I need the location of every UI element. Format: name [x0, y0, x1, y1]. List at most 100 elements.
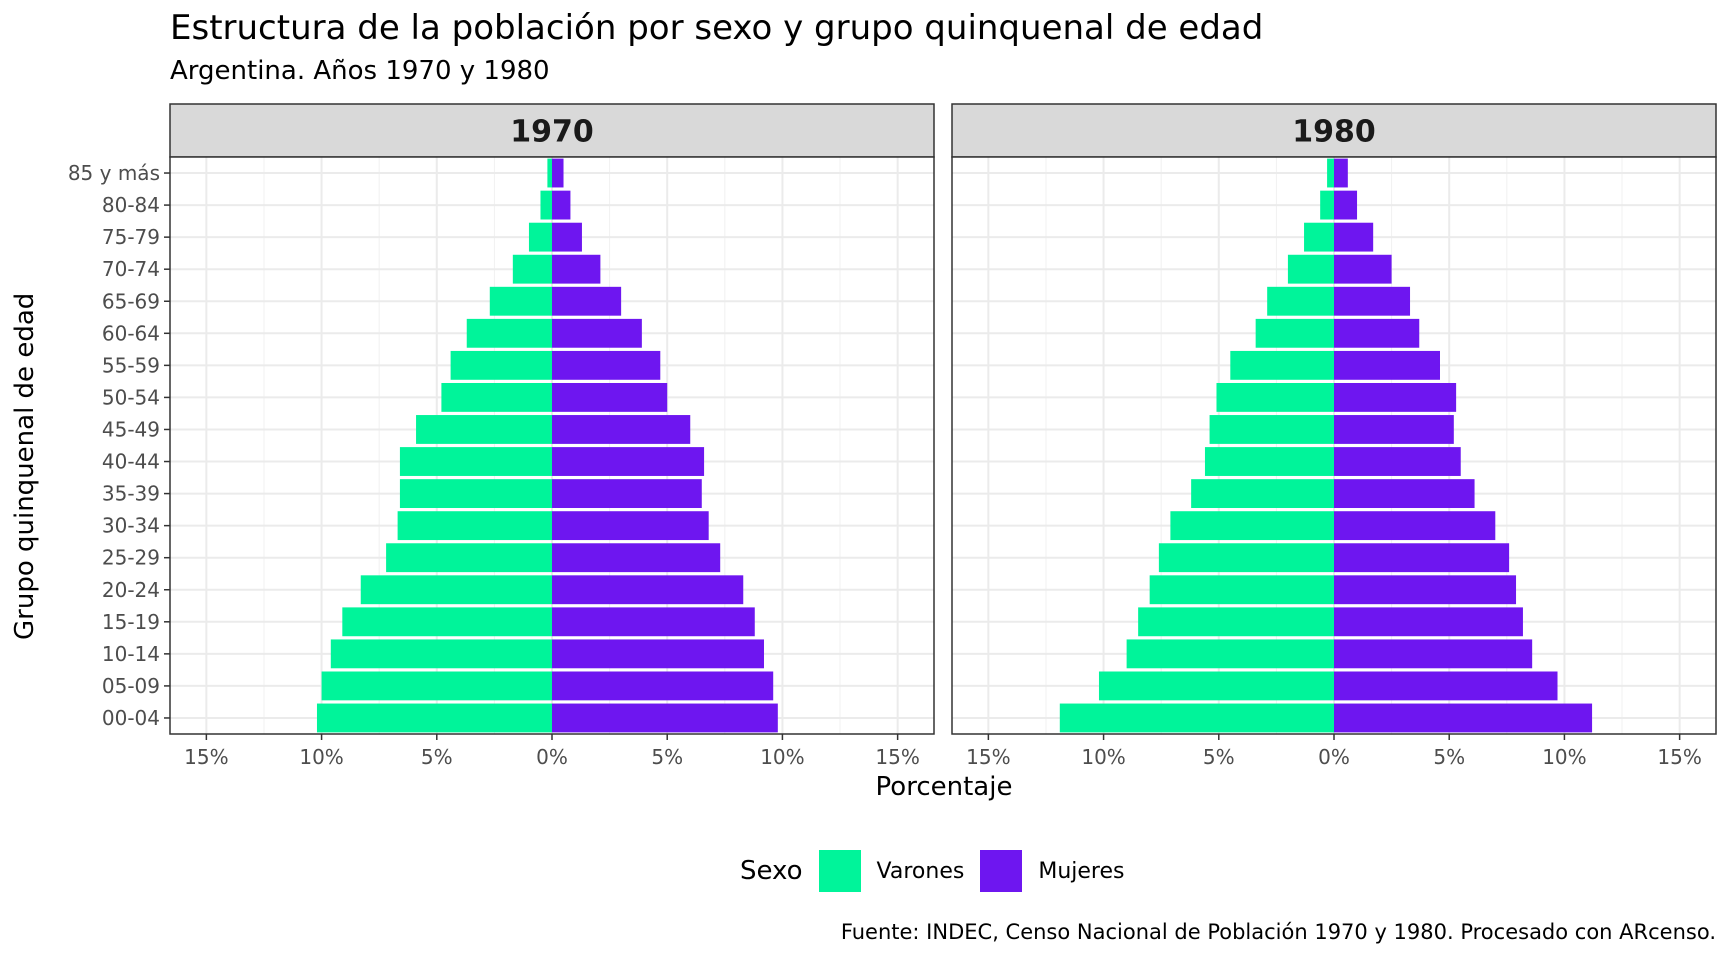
y-tick-label: 75-79: [102, 225, 160, 249]
bar-mujeres-1980-10-14: [1334, 639, 1533, 669]
bar-varones-1980-65-69: [1267, 286, 1334, 316]
x-tick-label: 0%: [536, 745, 568, 769]
bar-mujeres-1970-50-54: [552, 382, 668, 412]
bar-mujeres-1980-50-54: [1334, 382, 1457, 412]
x-tick-label: 15%: [875, 745, 919, 769]
bar-varones-1980-00-04: [1059, 703, 1334, 733]
y-tick-label: 80-84: [102, 193, 160, 217]
bar-mujeres-1970-75-79: [552, 222, 582, 252]
x-tick-label: 0%: [1318, 745, 1350, 769]
bar-varones-1970-10-14: [330, 639, 552, 669]
facet-strip-label-1980: 1980: [1292, 115, 1376, 150]
bar-varones-1970-70-74: [512, 254, 552, 284]
bar-mujeres-1980-25-29: [1334, 543, 1510, 573]
bar-varones-1980-15-19: [1138, 607, 1334, 637]
y-tick-label: 25-29: [102, 546, 160, 570]
bar-mujeres-1970-45-49: [552, 415, 691, 444]
bar-varones-1980-60-64: [1255, 318, 1334, 348]
legend-title: Sexo: [740, 856, 803, 886]
bar-mujeres-1970-25-29: [552, 543, 721, 573]
bar-varones-1980-25-29: [1158, 543, 1334, 573]
facet-strip-1970: [169, 103, 935, 158]
bar-mujeres-1980-55-59: [1334, 350, 1440, 380]
bar-varones-1970-45-49: [416, 415, 552, 444]
x-tick-label: 5%: [421, 745, 453, 769]
bar-mujeres-1980-00-04: [1334, 703, 1593, 733]
bar-mujeres-1970-65-69: [552, 286, 622, 316]
y-tick-label: 30-34: [102, 514, 160, 538]
y-tick-label: 45-49: [102, 417, 160, 441]
bar-mujeres-1980-35-39: [1334, 479, 1475, 509]
bar-varones-1980-85 y más: [1327, 158, 1334, 188]
bar-mujeres-1980-70-74: [1334, 254, 1392, 284]
bar-varones-1980-10-14: [1126, 639, 1334, 669]
bar-varones-1980-45-49: [1209, 415, 1334, 444]
legend-label-mujeres: Mujeres: [1038, 858, 1125, 884]
bar-varones-1970-60-64: [466, 318, 552, 348]
x-tick-label: 15%: [184, 745, 228, 769]
bar-varones-1970-80-84: [540, 190, 552, 220]
bar-varones-1980-50-54: [1216, 382, 1334, 412]
x-axis-label: Porcentaje: [875, 772, 1013, 802]
x-axis-label-wrap: Porcentaje: [0, 772, 1728, 802]
bar-mujeres-1970-00-04: [552, 703, 778, 733]
bar-mujeres-1970-40-44: [552, 447, 705, 476]
y-tick-label: 85 y más: [68, 161, 160, 185]
legend-key-mujeres: [980, 850, 1023, 892]
bar-mujeres-1970-35-39: [552, 479, 702, 509]
bar-mujeres-1980-40-44: [1334, 447, 1461, 476]
legend-key-varones: [818, 850, 861, 892]
bar-varones-1980-20-24: [1149, 575, 1334, 605]
x-tick-label: 10%: [299, 745, 343, 769]
bar-mujeres-1970-15-19: [552, 607, 755, 637]
y-tick-label: 20-24: [102, 578, 160, 602]
x-tick-label: 5%: [1433, 745, 1465, 769]
bar-mujeres-1980-65-69: [1334, 286, 1411, 316]
bar-varones-1970-50-54: [441, 382, 552, 412]
bar-varones-1970-55-59: [450, 350, 552, 380]
facet-strip-label-1970: 1970: [510, 115, 594, 150]
y-tick-label: 70-74: [102, 257, 160, 281]
y-tick-label: 50-54: [102, 385, 160, 409]
y-tick-label: 55-59: [102, 353, 160, 377]
bar-varones-1980-35-39: [1191, 479, 1334, 509]
legend-label-varones: Varones: [876, 858, 965, 884]
x-tick-label: 15%: [1657, 745, 1701, 769]
bar-varones-1970-15-19: [342, 607, 552, 637]
bar-varones-1970-40-44: [399, 447, 552, 476]
x-tick-label: 15%: [966, 745, 1010, 769]
bar-mujeres-1970-30-34: [552, 511, 709, 541]
bar-mujeres-1980-05-09: [1334, 671, 1558, 701]
bar-mujeres-1970-60-64: [552, 318, 642, 348]
bar-varones-1980-70-74: [1287, 254, 1334, 284]
x-tick-label: 10%: [760, 745, 804, 769]
bar-mujeres-1970-05-09: [552, 671, 774, 701]
bar-mujeres-1970-10-14: [552, 639, 764, 669]
bar-mujeres-1970-85 y más: [552, 158, 564, 188]
x-tick-label: 5%: [651, 745, 683, 769]
bar-mujeres-1980-60-64: [1334, 318, 1420, 348]
bar-mujeres-1980-15-19: [1334, 607, 1523, 637]
y-tick-label: 05-09: [102, 674, 160, 698]
bar-mujeres-1980-45-49: [1334, 415, 1454, 444]
bar-varones-1980-40-44: [1204, 447, 1334, 476]
bar-mujeres-1980-85 y más: [1334, 158, 1348, 188]
bar-varones-1970-25-29: [386, 543, 552, 573]
chart-caption: Fuente: INDEC, Censo Nacional de Poblaci…: [840, 920, 1716, 944]
bar-mujeres-1970-70-74: [552, 254, 601, 284]
bar-mujeres-1980-30-34: [1334, 511, 1496, 541]
bar-mujeres-1970-55-59: [552, 350, 661, 380]
bar-varones-1970-35-39: [399, 479, 552, 509]
bar-mujeres-1970-80-84: [552, 190, 571, 220]
bar-mujeres-1980-80-84: [1334, 190, 1358, 220]
y-tick-label: 00-04: [102, 706, 160, 730]
bar-varones-1970-65-69: [489, 286, 552, 316]
bar-varones-1980-05-09: [1098, 671, 1334, 701]
y-tick-label: 65-69: [102, 289, 160, 313]
bar-varones-1980-30-34: [1170, 511, 1334, 541]
bar-varones-1970-05-09: [321, 671, 552, 701]
bar-varones-1970-00-04: [316, 703, 552, 733]
y-tick-label: 60-64: [102, 321, 160, 345]
facet-strip-1980: [951, 103, 1717, 158]
y-tick-label: 35-39: [102, 482, 160, 506]
